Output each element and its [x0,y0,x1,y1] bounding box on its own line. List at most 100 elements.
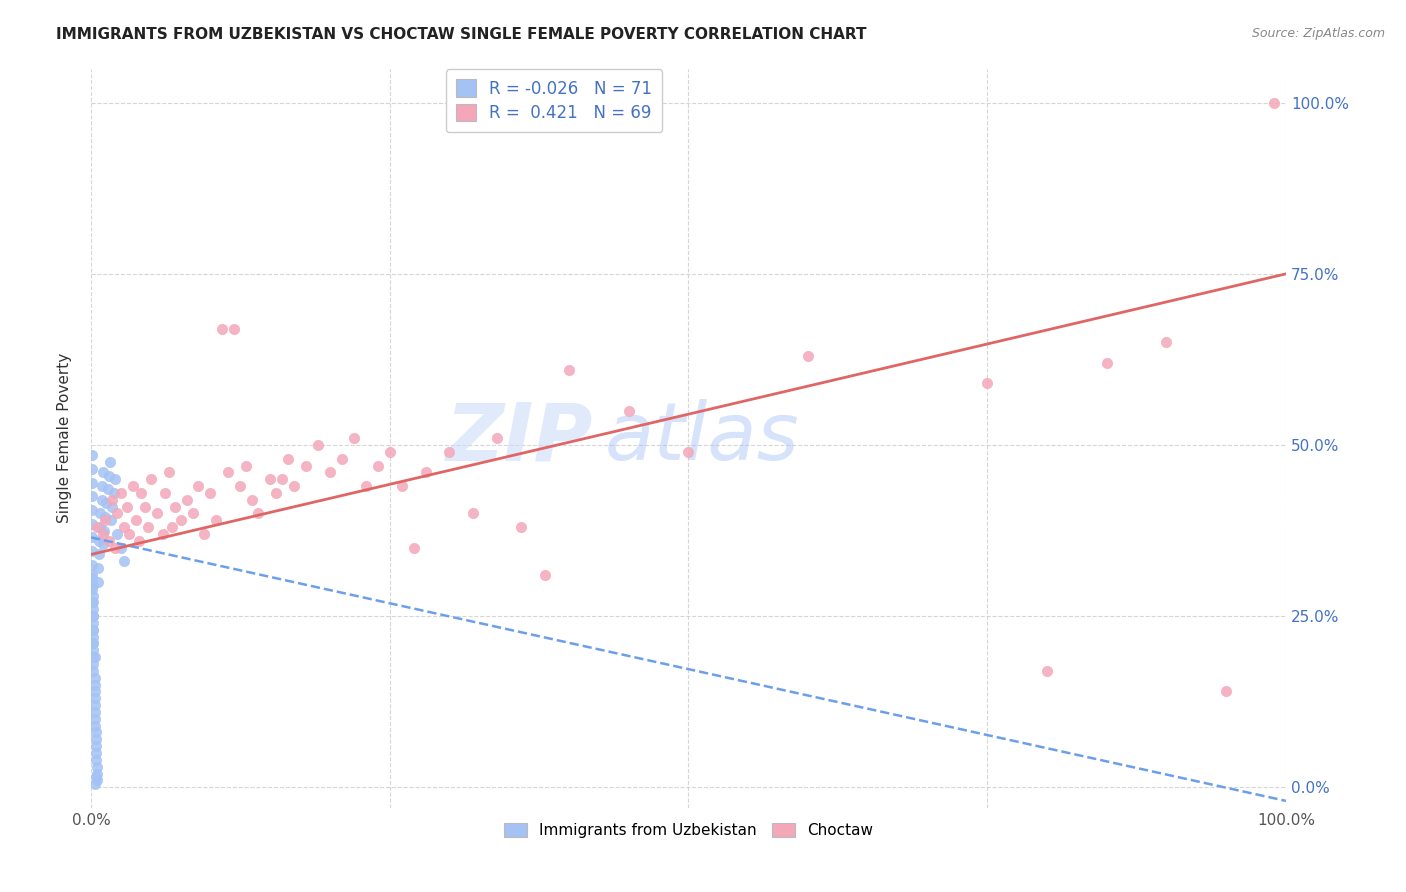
Point [83,712,105,726]
Point [176,492,198,507]
Point [97,533,120,548]
Text: ZIP: ZIP [446,399,593,477]
Point [105,507,128,521]
Y-axis label: Single Female Poverty: Single Female Poverty [58,353,72,524]
Point [277,451,299,466]
Text: IMMIGRANTS FROM UZBEKISTAN VS CHOCTAW SINGLE FEMALE POVERTY CORRELATION CHART: IMMIGRANTS FROM UZBEKISTAN VS CHOCTAW SI… [56,27,866,42]
Point [82,609,104,624]
Point [82,589,104,603]
Point [82,609,104,624]
Point [134,500,156,514]
Point [211,321,233,335]
Point [104,541,127,555]
Point [82,489,104,503]
Point [169,513,191,527]
Point [90,479,112,493]
Point [84,739,107,753]
Point [307,438,329,452]
Point [83,718,105,732]
Point [84,725,107,739]
Point [91,527,114,541]
Point [89,548,111,562]
Point [82,650,104,665]
Point [86,760,108,774]
Point [83,684,105,698]
Point [129,486,152,500]
Point [112,520,135,534]
Point [82,475,104,490]
Point [1095,356,1118,370]
Point [534,568,557,582]
Point [82,664,104,678]
Point [110,486,132,500]
Point [100,513,122,527]
Point [510,520,533,534]
Point [82,578,104,592]
Point [187,479,209,493]
Point [83,650,105,665]
Point [94,513,117,527]
Point [82,448,104,462]
Point [82,582,104,596]
Point [486,431,509,445]
Point [82,595,104,609]
Point [82,630,104,644]
Point [343,431,366,445]
Point [103,486,125,500]
Point [82,571,104,585]
Point [121,479,143,493]
Point [82,530,104,544]
Point [101,500,124,514]
Point [1156,335,1178,350]
Point [402,541,425,555]
Point [94,509,117,524]
Point [83,705,105,719]
Point [259,472,281,486]
Point [247,507,270,521]
Point [193,527,215,541]
Point [84,732,107,747]
Point [82,623,104,637]
Point [90,492,112,507]
Point [139,472,162,486]
Point [86,520,108,534]
Point [97,483,120,497]
Point [160,520,183,534]
Point [84,746,107,760]
Point [367,458,389,473]
Point [83,677,105,691]
Point [1036,664,1059,678]
Point [558,362,581,376]
Point [97,468,120,483]
Point [82,568,104,582]
Point [217,466,239,480]
Point [104,472,127,486]
Point [224,321,246,335]
Point [118,527,141,541]
Point [82,623,104,637]
Point [264,486,287,500]
Point [283,479,305,493]
Legend: Immigrants from Uzbekistan, Choctaw: Immigrants from Uzbekistan, Choctaw [498,817,879,845]
Point [378,445,401,459]
Point [152,527,174,541]
Point [463,507,485,521]
Point [136,520,159,534]
Point [128,533,150,548]
Point [976,376,998,391]
Point [678,445,700,459]
Point [91,537,114,551]
Point [82,462,104,476]
Point [89,533,111,548]
Point [153,486,176,500]
Text: atlas: atlas [605,399,800,477]
Point [439,445,461,459]
Point [145,507,167,521]
Point [84,770,107,784]
Point [110,541,132,555]
Point [96,496,118,510]
Point [157,466,180,480]
Point [295,458,318,473]
Point [617,403,640,417]
Point [163,500,186,514]
